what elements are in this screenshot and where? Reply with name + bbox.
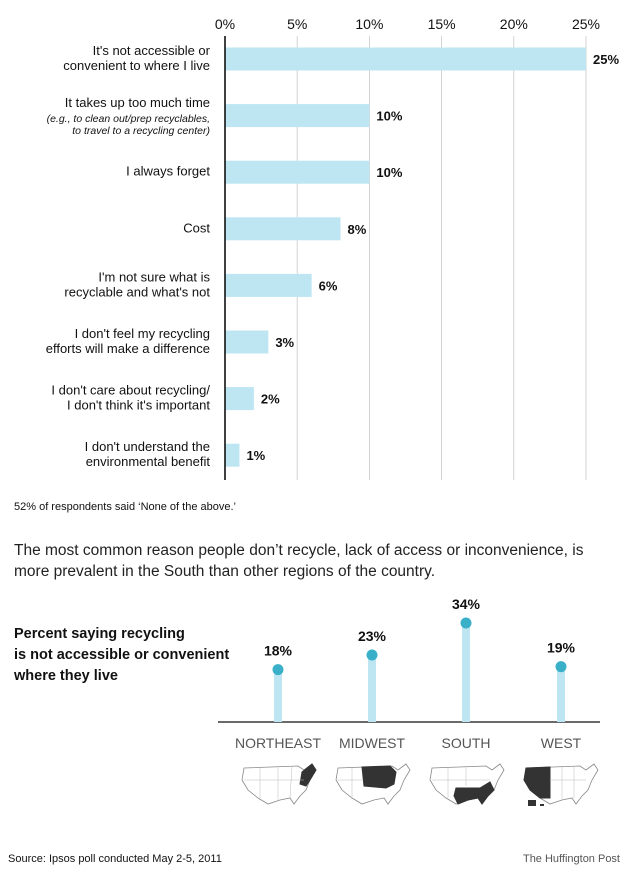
region-category-label: NORTHEAST (235, 735, 322, 751)
bar (225, 217, 341, 241)
source-note: Source: Ipsos poll conducted May 2-5, 20… (8, 853, 222, 865)
lollipop-dot (272, 664, 284, 676)
region-value-label: 19% (547, 640, 576, 656)
x-tick-label: 5% (287, 16, 307, 32)
lollipop-stem (462, 623, 470, 722)
region-title-line-3: where they live (14, 668, 118, 684)
credit-logo-text: The Huffington Post (522, 853, 620, 865)
bar-value-label: 3% (275, 335, 294, 350)
us-map-west-icon (523, 763, 599, 806)
bar (225, 387, 254, 411)
x-tick-label: 10% (355, 16, 383, 32)
region-value-label: 34% (452, 596, 481, 612)
us-map-midwest-icon (335, 763, 411, 805)
region-title-line-1: Percent saying recycling (14, 626, 185, 642)
lollipop-stem (368, 655, 376, 722)
region-category-label: WEST (541, 735, 582, 751)
category-label: I don't understand the (85, 439, 210, 454)
x-tick-label: 15% (428, 16, 456, 32)
category-label: recyclable and what's not (64, 284, 210, 299)
bar-value-label: 10% (376, 109, 402, 124)
category-label: I don't care about recycling/ (51, 383, 210, 398)
category-label: I always forget (126, 164, 210, 179)
bar (225, 273, 312, 297)
lollipop-dot (555, 661, 567, 673)
category-label: convenient to where I live (63, 58, 210, 73)
bar (225, 330, 269, 354)
bar-value-label: 1% (246, 448, 265, 463)
bar-value-label: 10% (376, 165, 402, 180)
region-title-line-2: is not accessible or convenient (14, 647, 230, 663)
x-tick-label: 25% (572, 16, 600, 32)
region-value-label: 23% (358, 628, 387, 644)
lollipop-dot (460, 617, 472, 629)
category-label: to travel to a recycling center) (72, 125, 210, 137)
lollipop-stem (274, 669, 282, 722)
category-label: I'm not sure what is (98, 269, 210, 284)
none-of-above-note: 52% of respondents said ‘None of the abo… (14, 501, 236, 513)
category-label: Cost (183, 220, 210, 235)
intro-text: The most common reason people don’t recy… (14, 542, 584, 580)
bar-value-label: 6% (319, 278, 338, 293)
bar (225, 443, 240, 467)
category-label: environmental benefit (86, 454, 211, 469)
x-tick-label: 20% (500, 16, 528, 32)
bar (225, 160, 370, 184)
region-value-label: 18% (264, 643, 293, 659)
region-category-label: MIDWEST (339, 735, 406, 751)
bar-value-label: 2% (261, 392, 280, 407)
category-label: I don't feel my recycling (75, 326, 210, 341)
lollipop-stem (557, 666, 565, 722)
reasons-bar-chart: 0% 5% 10% 15% 20% 25% 25% It's not accessible o… (46, 16, 619, 480)
region-category-label: SOUTH (442, 735, 491, 751)
bar-value-label: 8% (348, 222, 367, 237)
category-label: It takes up too much time (65, 95, 210, 110)
lollipop-dot (366, 649, 378, 661)
category-label: (e.g., to clean out/prep recyclables, (47, 113, 210, 125)
bar-value-label: 25% (593, 52, 619, 67)
region-chart-title: Percent saying recycling is not accessib… (14, 624, 254, 687)
bar (225, 104, 370, 128)
bar (225, 47, 586, 71)
category-label: I don't think it's important (67, 398, 210, 413)
x-tick-label: 0% (215, 16, 235, 32)
category-label: It's not accessible or (93, 43, 211, 58)
category-label: efforts will make a difference (46, 341, 210, 356)
us-map-northeast-icon (241, 763, 317, 805)
us-map-south-icon (429, 763, 505, 805)
